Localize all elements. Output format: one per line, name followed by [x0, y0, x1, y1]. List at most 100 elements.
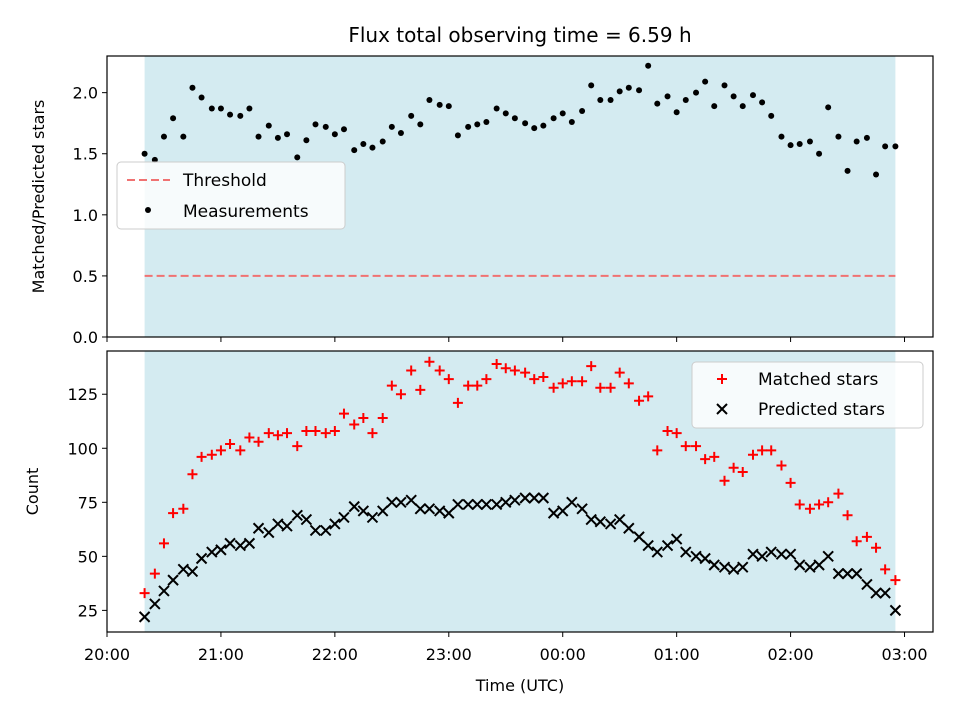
matched-star-point: [747, 449, 758, 460]
matched-star-point: [434, 365, 445, 376]
measurement-point: [616, 88, 623, 95]
measurement-point: [170, 115, 177, 122]
matched-star-point: [614, 367, 625, 378]
matched-star-point: [634, 395, 645, 406]
matched-star-point: [215, 445, 226, 456]
measurement-point: [579, 107, 586, 114]
matched-star-point: [253, 436, 264, 447]
measurement-point: [882, 143, 889, 150]
matched-star-point: [358, 413, 369, 424]
matched-star-point: [178, 503, 189, 514]
predicted-star-point: [158, 585, 170, 597]
x-tick-label: 02:00: [768, 645, 814, 664]
measurement-point: [502, 110, 509, 117]
x-tick-label: 20:00: [84, 645, 130, 664]
matched-star-point: [728, 462, 739, 473]
predicted-star-point: [519, 492, 531, 504]
predicted-star-point: [727, 563, 740, 576]
predicted-star-point: [585, 513, 597, 526]
legend-box: [116, 161, 346, 230]
y-tick-label: 2.0: [73, 84, 98, 103]
predicted-star-point: [889, 604, 902, 617]
measurement-point: [739, 103, 746, 110]
measurement-point: [768, 112, 775, 119]
measurement-point: [522, 120, 529, 127]
predicted-star-point: [594, 516, 607, 528]
predicted-star-point: [329, 518, 341, 530]
measurement-point: [702, 78, 709, 85]
measurement-point: [493, 105, 500, 112]
predicted-star-point: [443, 507, 455, 519]
matched-star-point: [662, 425, 673, 436]
measurement-point: [892, 143, 899, 150]
predicted-star-point: [822, 550, 834, 563]
measurement-point: [312, 121, 319, 128]
predicted-star-point: [850, 567, 863, 580]
measurement-point: [198, 94, 205, 101]
measurement-point: [208, 105, 215, 112]
measurement-point: [474, 121, 481, 128]
matched-star-point: [158, 538, 169, 549]
measurement-point: [511, 115, 518, 122]
matched-star-point: [463, 380, 474, 391]
predicted-star-point: [338, 511, 350, 524]
measurement-point: [844, 167, 851, 174]
legend-matched-swatch: [717, 374, 727, 384]
predicted-star-point: [471, 498, 483, 511]
matched-star-point: [292, 441, 303, 452]
predicted-star-point: [775, 548, 788, 560]
matched-star-point: [395, 389, 406, 400]
matched-star-point: [680, 441, 691, 452]
predicted-star-point: [206, 546, 218, 558]
matched-star-point: [851, 536, 862, 547]
predicted-star-point: [528, 492, 540, 504]
matched-star-point: [548, 382, 559, 393]
predicted-star-point: [566, 496, 578, 509]
predicted-star-point: [300, 513, 313, 526]
predicted-star-point: [879, 587, 891, 599]
predicted-star-point: [414, 503, 427, 515]
predicted-star-point: [138, 611, 151, 623]
matched-star-point: [538, 371, 549, 382]
x-tick-label: 21:00: [198, 645, 244, 664]
matched-star-point: [520, 367, 531, 378]
measurement-point: [711, 103, 718, 110]
matched-star-point: [605, 382, 616, 393]
matched-star-point: [168, 508, 179, 519]
measurement-point: [863, 134, 870, 141]
matched-star-point: [861, 531, 872, 542]
measurement-point: [237, 112, 244, 119]
matched-star-point: [491, 358, 502, 369]
measurement-point: [141, 150, 148, 157]
matched-star-point: [566, 376, 577, 387]
matched-star-point: [225, 438, 236, 449]
measurement-point: [597, 96, 604, 103]
matched-star-point: [794, 499, 805, 510]
matched-star-point: [890, 575, 901, 586]
measurement-point: [408, 112, 415, 119]
predicted-star-point: [366, 511, 379, 524]
measurement-point: [759, 99, 766, 106]
matched-star-point: [880, 564, 891, 575]
matched-star-point: [452, 397, 463, 408]
matched-star-point: [406, 365, 417, 376]
matched-star-point: [509, 365, 520, 376]
measurement-point: [825, 104, 832, 111]
predicted-star-point: [651, 546, 663, 558]
predicted-star-point: [557, 505, 569, 517]
y-tick-label: 0.0: [73, 328, 98, 347]
predicted-star-point: [395, 496, 407, 509]
measurement-point: [189, 84, 196, 91]
x-tick-label: 23:00: [426, 645, 472, 664]
predicted-star-point: [500, 496, 512, 509]
measurement-point: [778, 133, 785, 140]
legend-predicted-label: Predicted stars: [758, 400, 885, 420]
predicted-star-point: [804, 561, 816, 573]
predicted-star-point: [756, 550, 768, 563]
predicted-star-point: [661, 539, 674, 552]
predicted-star-point: [490, 498, 503, 511]
predicted-star-point: [357, 505, 370, 517]
measurement-point: [351, 147, 358, 154]
measurement-point: [274, 134, 281, 141]
measurement-point: [730, 93, 737, 100]
